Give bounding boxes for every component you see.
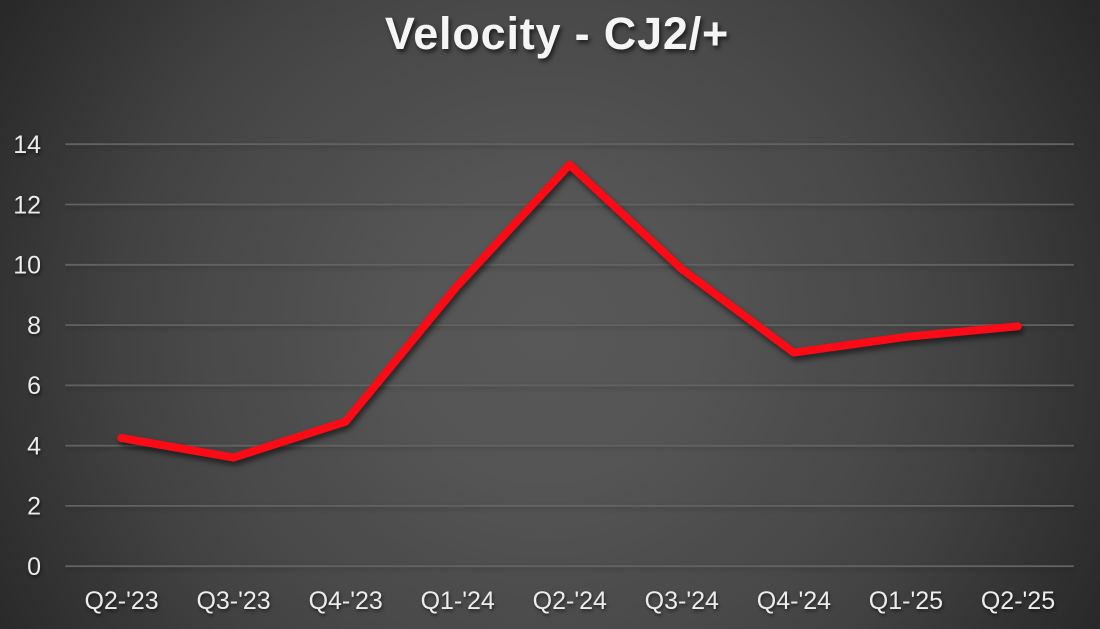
svg-text:14: 14 bbox=[13, 131, 41, 159]
svg-text:12: 12 bbox=[13, 191, 41, 219]
svg-text:2: 2 bbox=[27, 493, 41, 521]
svg-text:Q2-'24: Q2-'24 bbox=[533, 587, 607, 615]
svg-text:Q3-'23: Q3-'23 bbox=[196, 587, 270, 615]
svg-text:Q3-'24: Q3-'24 bbox=[645, 587, 719, 615]
svg-text:Q1-'24: Q1-'24 bbox=[421, 587, 495, 615]
svg-text:Velocity - CJ2/+: Velocity - CJ2/+ bbox=[385, 8, 729, 59]
svg-text:Q4-'24: Q4-'24 bbox=[757, 587, 831, 615]
svg-text:Q2-'25: Q2-'25 bbox=[981, 587, 1055, 615]
svg-text:Q2-'23: Q2-'23 bbox=[84, 587, 158, 615]
svg-text:6: 6 bbox=[27, 372, 41, 400]
svg-text:10: 10 bbox=[13, 252, 41, 280]
svg-text:4: 4 bbox=[27, 432, 41, 460]
svg-text:0: 0 bbox=[27, 553, 41, 581]
svg-text:8: 8 bbox=[27, 312, 41, 340]
svg-text:Q1-'25: Q1-'25 bbox=[869, 587, 943, 615]
svg-text:Q4-'23: Q4-'23 bbox=[309, 587, 383, 615]
